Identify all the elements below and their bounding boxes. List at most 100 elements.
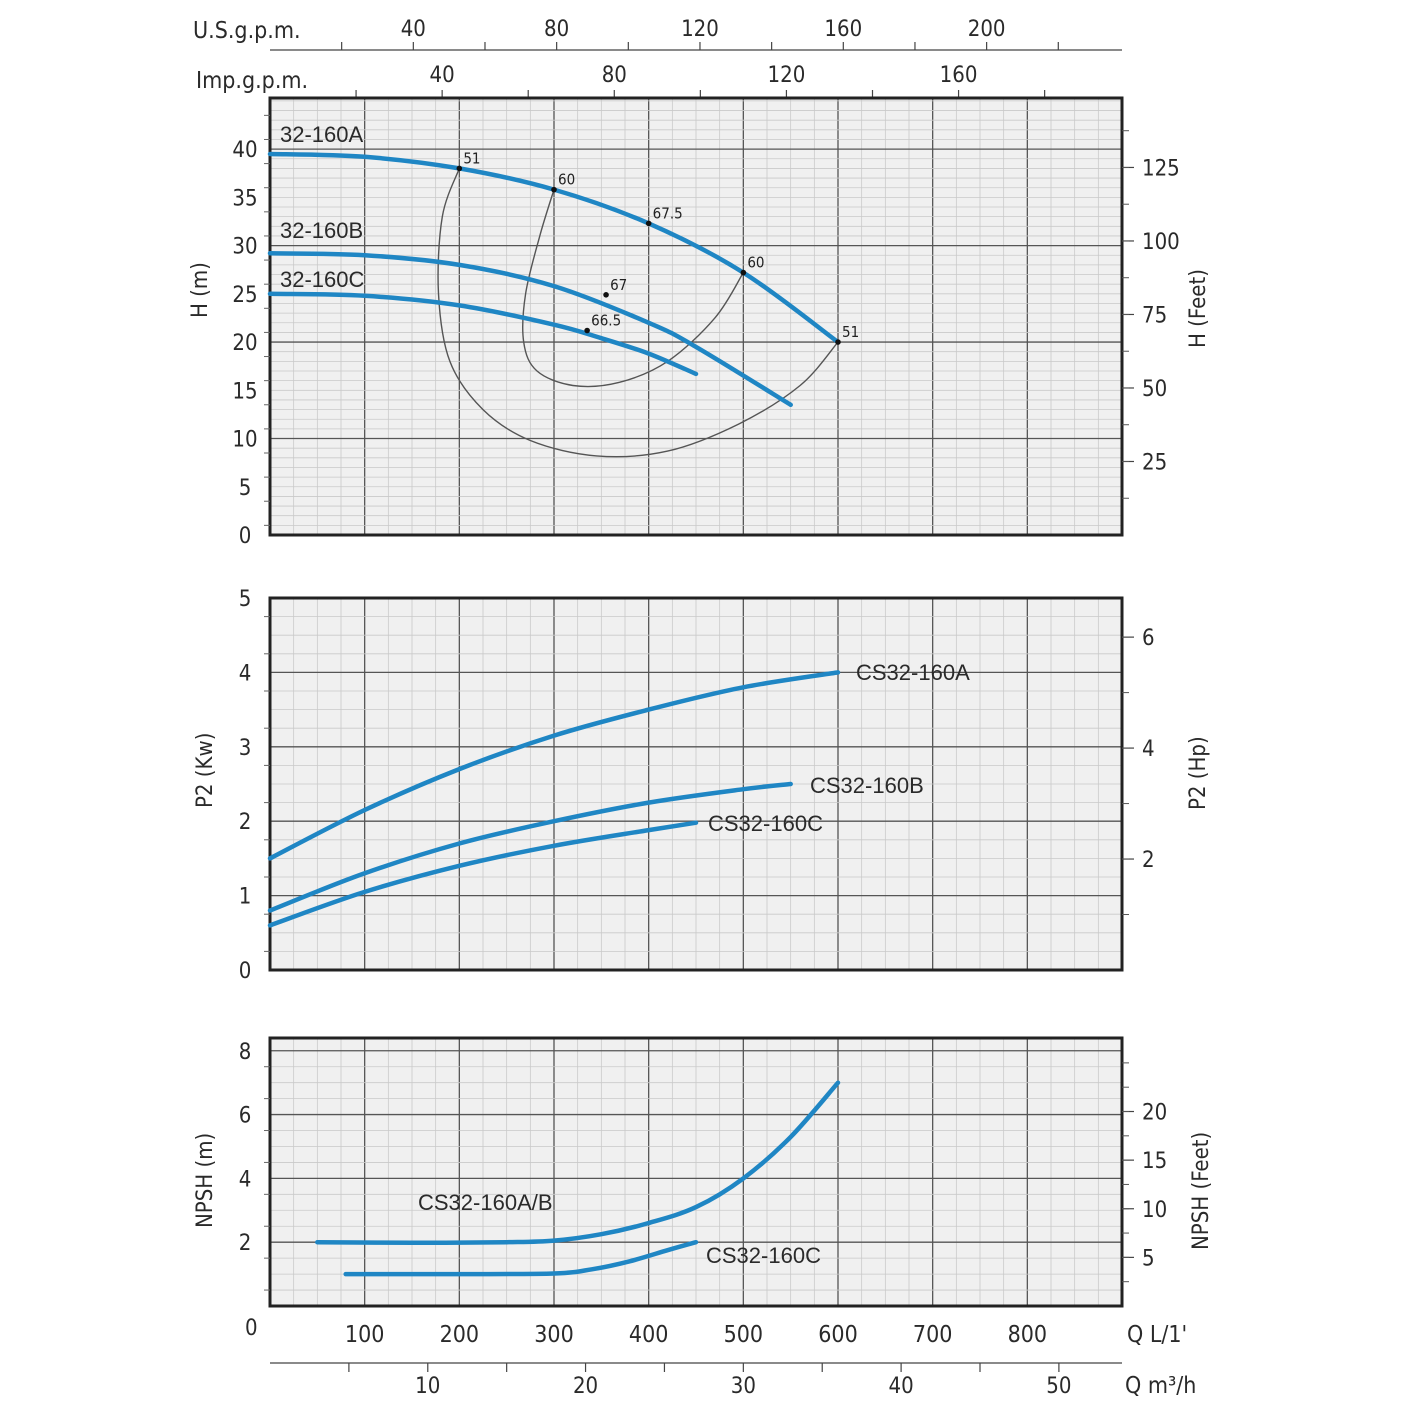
power-y2-label: P2 (Hp) [1186,736,1211,810]
q-m3h-tick-label: 20 [573,1374,598,1399]
series-line-32-160c [267,291,699,377]
series-line-32-160b [267,251,793,408]
y2-tick-label: 5 [1142,1246,1155,1271]
impgpm-tick-label: 120 [768,63,806,88]
y2-tick-label: 50 [1142,377,1167,402]
efficiency-label: 60 [747,254,764,272]
efficiency-point [603,291,609,298]
y-tick-label: 1 [239,885,252,910]
series-line-cs32-160b [267,781,793,913]
efficiency-point [645,220,652,227]
y2-tick-label: 10 [1142,1198,1167,1223]
y-tick-label: 4 [239,1167,252,1192]
y-tick-label: 5 [239,587,252,612]
efficiency-point [551,186,557,193]
usgpm-tick-label: 200 [968,17,1006,42]
efficiency-label: 51 [842,323,859,341]
q-lmin-tick-label: 600 [818,1322,858,1348]
series-label: 32-160C [280,267,365,292]
series-label: 32-160B [280,218,363,243]
usgpm-tick-label: 160 [824,17,862,42]
plot-frame [268,596,1124,972]
y-tick-label: 15 [232,379,257,404]
efficiency-label: 51 [463,149,480,167]
y-tick-label: 6 [239,1104,252,1129]
bottom-axes: 0 Q L/1' Q m³/h 100 200 300 400 500 600 700 800… [245,1316,1196,1399]
efficiency-point [835,339,841,345]
usgpm-tick-label: 80 [544,17,569,42]
y2-tick-label: 25 [1142,450,1167,475]
q-m3h-tick-label: 10 [415,1374,440,1399]
y-tick-label: 0 [239,524,252,549]
iso-efficiency-line [437,168,839,458]
series-line-cs32-160a/b [315,1080,841,1246]
npsh-panel: NPSH (m) NPSH (Feet) 2 4 6 8 5 10 15 20 CS32-160… [193,1036,1214,1308]
usgpm-axis-label: U.S.g.p.m. [193,18,301,44]
usgpm-tick-label: 120 [681,17,719,42]
head-panel: H (m) H (Feet) 0 5 10 15 20 25 30 35 40 25 50 75 100… [188,96,1211,549]
plot-frame [268,1036,1124,1308]
y-tick-label: 5 [239,476,252,501]
y2-tick-label: 6 [1142,626,1155,651]
efficiency-point [740,269,747,276]
q-m3h-tick-label: 30 [731,1374,756,1399]
npsh-y-label: NPSH (m) [193,1133,218,1228]
y-tick-label: 10 [232,428,257,453]
top-axes: U.S.g.p.m. Imp.g.p.m. 40 80 120 160 200 40 80… [193,17,1122,98]
q-m3h-tick-label: 40 [889,1374,914,1399]
y-tick-label: 35 [232,186,257,211]
y2-tick-label: 15 [1142,1149,1167,1174]
y-tick-label: 20 [232,331,257,356]
efficiency-label: 67 [610,276,627,294]
series-line-cs32-160a [267,670,841,861]
plot-frame [268,96,1124,537]
q-lmin-tick-label: 200 [440,1322,480,1348]
usgpm-tick-label: 40 [401,17,426,42]
y-tick-label: 2 [239,1231,252,1256]
q-lmin-tick-label: 700 [913,1322,953,1348]
q-lmin-axis-label: Q L/1' [1127,1322,1187,1348]
q-lmin-ticks: 100 200 300 400 500 600 700 800 [345,1322,1047,1348]
y2-tick-label: 20 [1142,1101,1167,1126]
impgpm-tick-label: 80 [602,63,627,88]
power-panel: P2 (Kw) P2 (Hp) 0 1 2 3 4 5 2 4 6 CS32-160A CS32-1… [193,587,1211,984]
q-lmin-tick-label: 400 [629,1322,669,1348]
impgpm-tick-label: 40 [430,63,455,88]
head-y2-label: H (Feet) [1186,269,1211,348]
q-lmin-tick-label: 500 [724,1322,764,1348]
series-label: CS32-160B [810,773,924,798]
efficiency-label: 60 [558,171,575,189]
usgpm-ticks: 40 80 120 160 200 [341,17,1059,50]
y2-tick-label: 4 [1142,737,1155,762]
impgpm-ticks: 40 80 120 160 [355,63,1046,98]
q-lmin-tick-label: 100 [345,1322,385,1348]
y2-tick-label: 125 [1142,156,1180,181]
series-line-cs32-160c [343,1239,699,1277]
efficiency-label: 67.5 [653,204,683,222]
q-m3h-axis-label: Q m³/h [1125,1373,1196,1399]
series-line-cs32-160c [267,820,699,928]
y-tick-label: 4 [239,661,252,686]
y-tick-label: 2 [239,810,252,835]
power-y-label: P2 (Kw) [193,733,218,808]
y2-tick-label: 75 [1142,303,1167,328]
series-label: CS32-160C [706,1243,821,1268]
series-label: 32-160A [280,122,364,147]
series-label: CS32-160A/B [418,1190,553,1215]
y2-tick-label: 2 [1142,848,1155,873]
efficiency-point [456,165,463,172]
q-lmin-tick-label: 300 [534,1322,574,1348]
y-tick-label: 0 [239,959,252,984]
iso-efficiency-line [522,189,744,388]
npsh-y2-label: NPSH (Feet) [1189,1132,1214,1250]
y-tick-label: 3 [239,736,252,761]
head-y-label: H (m) [188,262,213,318]
y-tick-label: 25 [232,283,257,308]
y2-tick-label: 100 [1142,230,1180,255]
impgpm-tick-label: 160 [940,63,978,88]
y-tick-label: 40 [232,138,257,163]
efficiency-label: 66.5 [591,311,621,329]
series-label: CS32-160A [856,660,970,685]
origin-zero-label: 0 [245,1316,258,1341]
